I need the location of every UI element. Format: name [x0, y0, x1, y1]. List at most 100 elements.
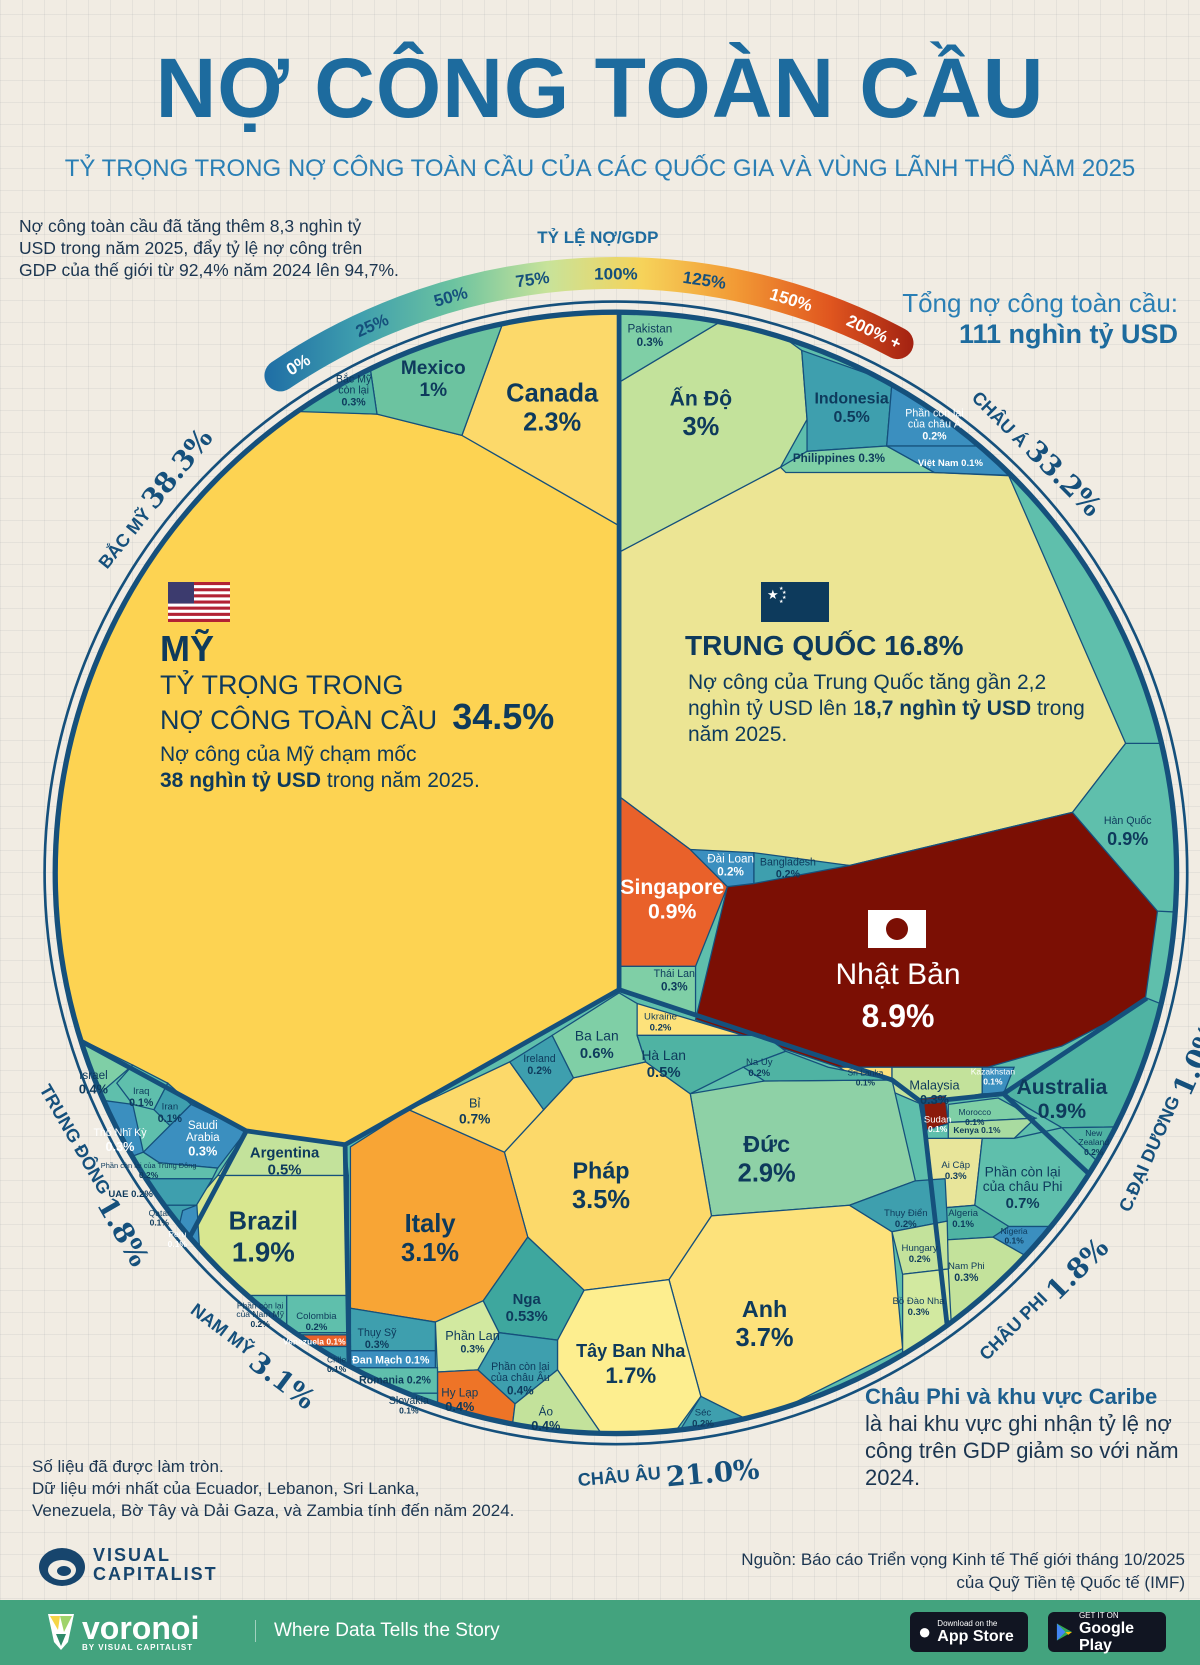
japan-callout: Nhật Bản 8.9%: [800, 958, 996, 1035]
cell-iraq[interactable]: [115, 1064, 169, 1111]
footer-bar: voronoi BY VISUAL CAPITALIST Where Data T…: [0, 1600, 1200, 1665]
footnotes: Số liệu đã được làm tròn. Dữ liệu mới nh…: [32, 1456, 514, 1522]
svg-text:★: ★: [779, 586, 784, 592]
label-saudi-arabia: Saudi: [188, 1119, 218, 1132]
label-venezuela: Venezuela 0.1%: [283, 1336, 346, 1346]
us-flag-icon: [168, 582, 230, 622]
label-mexico: Mexico: [401, 358, 466, 379]
visual-capitalist-logo: VISUAL CAPITALIST: [37, 1543, 218, 1587]
note-line: Venezuela, Bờ Tây và Dải Gaza, và Zambia…: [32, 1501, 515, 1520]
svg-text:★: ★: [782, 590, 787, 596]
label-hungary: Hungary: [902, 1243, 938, 1254]
label-sudan: Sudan: [924, 1114, 952, 1125]
label-dai-loan: Đài Loan: [707, 852, 754, 865]
cell-ao[interactable]: [506, 1368, 618, 1466]
voronoi-by: BY VISUAL CAPITALIST: [82, 1642, 194, 1652]
google-play-button[interactable]: GET IT ON Google Play: [1048, 1611, 1166, 1654]
label-slovakia: Slovakia: [389, 1395, 429, 1407]
value-ai-cap: 0.3%: [945, 1171, 967, 1182]
value-dai-loan: 0.2%: [717, 866, 744, 879]
value-iran: 0.1%: [158, 1113, 183, 1125]
china-desc2: trong năm 2025.: [688, 697, 1085, 746]
china-desc: Nợ công của Trung Quốc tăng gần 2,2 nghì…: [688, 670, 1088, 748]
google-play-icon: [1056, 1623, 1073, 1641]
vc-line2: CAPITALIST: [93, 1564, 218, 1584]
africa-note-bold: Châu Phi và khu vực Caribe: [865, 1384, 1158, 1409]
svg-text:★: ★: [779, 599, 784, 605]
label-bo-dao-nha: Bồ Đào Nha: [893, 1296, 946, 1307]
value-ao: 0.4%: [531, 1418, 560, 1433]
region-border: [919, 1101, 953, 1355]
value-phap: 3.5%: [572, 1186, 630, 1214]
total-label: Tổng nợ công toàn cầu:: [902, 288, 1178, 318]
value-phan-lan: 0.3%: [460, 1343, 485, 1355]
us-pct: 34.5%: [452, 696, 555, 737]
label-australia: Australia: [1016, 1076, 1107, 1099]
china-pct: 16.8%: [884, 630, 964, 661]
scale-tick: 75%: [514, 268, 550, 292]
value-chile: 0.1%: [327, 1364, 347, 1374]
label-pakistan: Pakistan: [627, 322, 672, 335]
region-border: [1001, 1092, 1091, 1176]
value-tho-nhi-ky: 0.3%: [105, 1139, 134, 1154]
label-sri-lanka: Sri Lanka: [848, 1068, 884, 1078]
cell-thuy-dien[interactable]: [848, 1178, 948, 1233]
value-colombia: 0.2%: [306, 1322, 328, 1333]
value-phan-con-lai-cua-trung-dong: 0.2%: [139, 1170, 159, 1180]
note-line: Dữ liệu mới nhất của Ecuador, Lebanon, S…: [32, 1479, 420, 1498]
cell-bangladesh[interactable]: [753, 851, 850, 885]
value-phan-con-lai-cua-chau-phi: 0.7%: [1006, 1196, 1040, 1212]
total-value: 111 nghìn tỷ USD: [958, 319, 1178, 349]
source-line2: của Quỹ Tiền tệ Quốc tế (IMF): [956, 1573, 1185, 1592]
label-israel: Israel: [79, 1069, 108, 1082]
label-sec: Séc: [695, 1408, 712, 1419]
label-tay-ban-nha: Tây Ban Nha: [576, 1341, 686, 1361]
value-bo-dao-nha: 0.3%: [908, 1307, 930, 1318]
china-name: TRUNG QUỐC: [685, 630, 877, 661]
label-an-do: Ấn Độ: [670, 386, 733, 411]
svg-text:★: ★: [767, 587, 779, 602]
value-brazil: 1.9%: [232, 1236, 295, 1267]
label-phap: Pháp: [572, 1158, 629, 1184]
china-flag-icon: ★ ★★★★: [761, 582, 829, 622]
cell-na-uy[interactable]: [741, 1050, 893, 1082]
value-singapore: 0.9%: [648, 901, 696, 924]
label-bangladesh: Bangladesh: [760, 856, 816, 868]
scale-bar: [264, 257, 914, 392]
value-saudi-arabia: 0.3%: [188, 1144, 217, 1159]
value-italy: 3.1%: [401, 1239, 459, 1267]
label-viet-nam: Việt Nam 0.1%: [918, 458, 984, 469]
africa-note-text: là hai khu vực ghi nhận tỷ lệ nợ công tr…: [865, 1411, 1179, 1490]
appstore-small: Download on the: [937, 1619, 998, 1628]
voronoi-word: voronoi: [82, 1609, 200, 1646]
label-dan-mach: Đan Mạch 0.1%: [352, 1354, 430, 1366]
value-australia: 0.9%: [1038, 1100, 1086, 1123]
value-peru: 0.1%: [168, 1239, 188, 1249]
label-thai-lan: Thái Lan: [654, 968, 695, 980]
us-callout: MỸ TỶ TRỌNG TRONG NỢ CÔNG TOÀN CẦU 34.5%…: [160, 580, 554, 794]
label-phan-con-lai-cua-chau-au: Phần còn lại: [491, 1361, 549, 1373]
label-phan-con-lai-cua-chau-a: Phần còn lại: [905, 407, 963, 419]
value-nigeria: 0.1%: [1004, 1236, 1024, 1246]
source-line1: Nguồn: Báo cáo Triển vọng Kinh tế Thế gi…: [741, 1550, 1185, 1569]
label-canada: Canada: [506, 379, 599, 407]
value-argentina: 0.5%: [268, 1163, 302, 1179]
svg-text:★: ★: [782, 595, 787, 601]
note-line: Số liệu đã được làm tròn.: [32, 1457, 224, 1476]
voronoi-logo[interactable]: voronoi BY VISUAL CAPITALIST: [46, 1612, 199, 1652]
scale-tick: 100%: [594, 264, 637, 283]
label-singapore: Singapore: [620, 876, 724, 899]
label-duc: Đức: [743, 1131, 790, 1157]
us-desc1: Nợ công của Mỹ chạm mốc: [160, 743, 417, 766]
label-nam-phi: Nam Phi: [948, 1261, 985, 1272]
japan-name: Nhật Bản: [835, 958, 961, 991]
label-anh: Anh: [742, 1296, 787, 1322]
label-malaysia: Malaysia: [909, 1078, 960, 1093]
apple-icon: ●: [918, 1619, 932, 1644]
app-store-button[interactable]: ● Download on the App Store: [910, 1612, 1028, 1652]
region-label-chau-au: CHÂU ÂU 21.0%: [577, 1452, 761, 1501]
inner-ring: [52, 309, 1180, 1437]
label-phan-con-lai-cua-chau-au: của châu Âu: [491, 1371, 550, 1384]
label-saudi-arabia: Arabia: [186, 1131, 220, 1144]
label-new-zealand: Zealand: [1078, 1137, 1109, 1147]
